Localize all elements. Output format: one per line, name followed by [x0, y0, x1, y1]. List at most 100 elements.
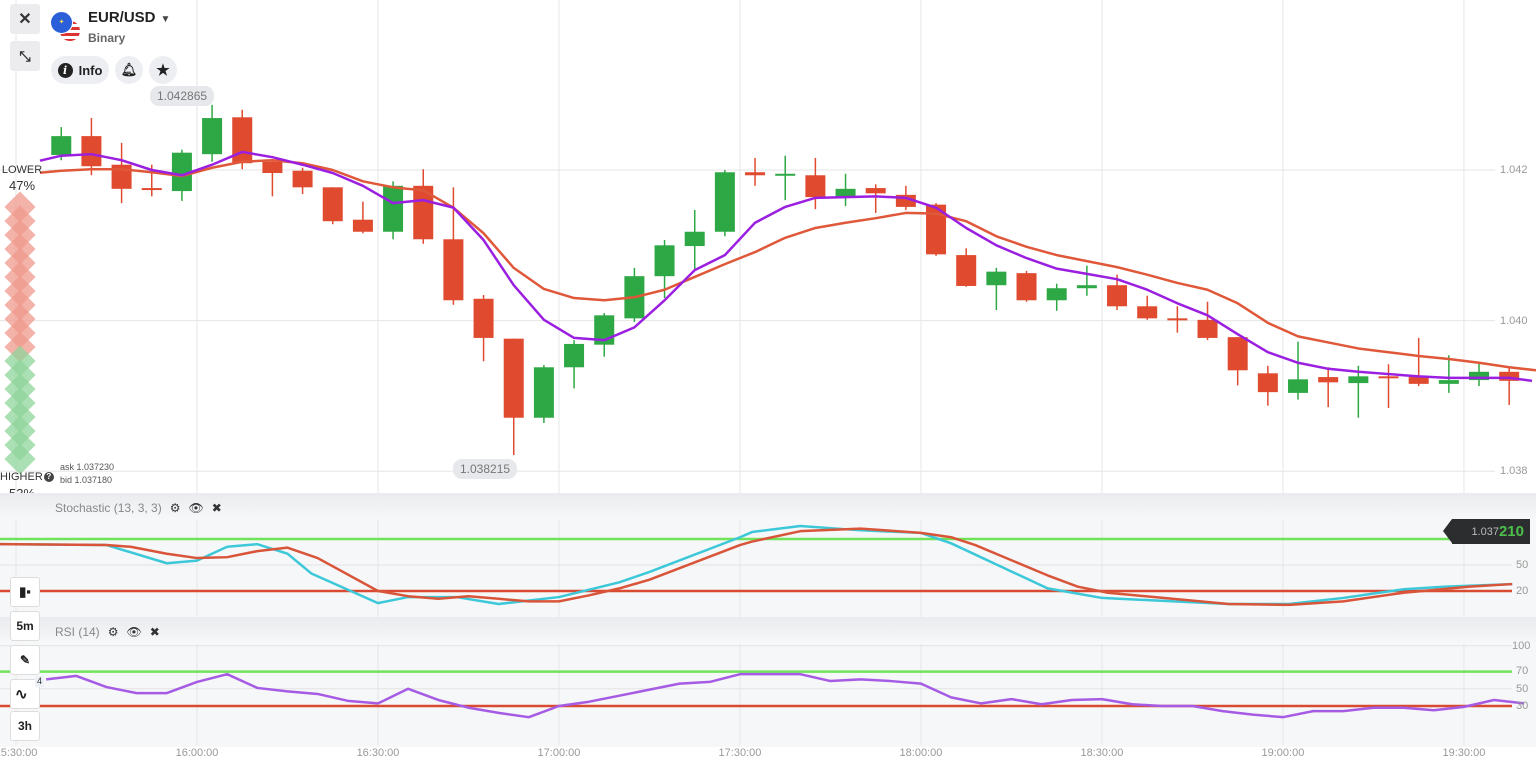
candle-up: [986, 271, 1007, 286]
stochastic-tick: 20: [1516, 585, 1529, 597]
candle-up: [202, 118, 223, 155]
rsi-title-bar: RSI (14) ⚙ 👁︎ ✖: [55, 625, 160, 639]
candle-up: [684, 231, 705, 247]
candle-up: [171, 152, 192, 192]
candle-up: [51, 136, 72, 155]
indicator-wave-icon: ∿: [15, 686, 28, 703]
drawing-tools-button[interactable]: ✎: [10, 645, 40, 675]
candle-down: [1378, 376, 1399, 379]
current-price-tag: 1.037 210: [1443, 519, 1530, 544]
close-icon[interactable]: ✖: [149, 625, 160, 639]
candle-up: [835, 188, 856, 198]
lower-label: LOWER: [1, 164, 43, 176]
time-range-button[interactable]: 3h: [10, 711, 40, 741]
bid-price: bid 1.037180: [60, 475, 113, 485]
time-tick: 18:00:00: [899, 747, 943, 759]
candle-down: [413, 185, 434, 240]
rsi-tick: 70: [1516, 665, 1529, 677]
info-icon: i: [57, 62, 73, 78]
candle-down: [1016, 273, 1037, 301]
candle-up: [533, 367, 554, 418]
candle-down: [232, 117, 253, 164]
eye-icon[interactable]: 👁︎: [188, 501, 204, 515]
candle-up: [1076, 285, 1097, 289]
candle-down: [926, 204, 947, 255]
candle-up: [1348, 376, 1369, 384]
info-button[interactable]: i Info: [51, 56, 109, 84]
time-tick: 18:30:00: [1080, 747, 1124, 759]
candle-down: [292, 170, 313, 188]
candle-down: [1227, 337, 1248, 371]
candle-up: [564, 343, 585, 368]
time-tick: 19:30:00: [1442, 747, 1486, 759]
candle-up: [1469, 371, 1490, 381]
candle-down: [1257, 373, 1278, 393]
help-icon[interactable]: ?: [43, 472, 54, 482]
asset-name: EUR/USD: [88, 9, 156, 26]
candle-down: [1107, 285, 1128, 307]
candle-down: [473, 298, 494, 338]
stochastic-tick: 50: [1516, 559, 1529, 571]
candle-down: [1499, 371, 1520, 381]
candle-down: [81, 136, 102, 167]
close-icon[interactable]: ✖: [211, 501, 222, 515]
timeframe-button[interactable]: 5m: [10, 611, 40, 641]
favorite-button[interactable]: ★: [149, 56, 177, 84]
eur-usd-flag-icon: ✦: [50, 11, 82, 43]
candle-down: [322, 187, 343, 222]
rsi-tick: 100: [1512, 640, 1531, 652]
current-price-suffix: 210: [1498, 523, 1524, 540]
pencil-icon: ✎: [19, 653, 31, 667]
asset-selector[interactable]: EUR/USD ▼: [88, 9, 170, 26]
time-tick: 19:00:00: [1261, 747, 1305, 759]
candle-up: [1288, 379, 1309, 393]
candle-down: [352, 219, 373, 232]
stochastic-title: Stochastic (13, 3, 3): [55, 501, 162, 515]
higher-label: HIGHER: [0, 471, 43, 483]
asset-type: Binary: [88, 31, 126, 45]
candle-down: [262, 161, 283, 174]
candle-down: [865, 188, 886, 194]
rsi-tick: 50: [1516, 683, 1529, 695]
candle-down: [1167, 318, 1188, 321]
higher-label-wrap: HIGHER?: [0, 471, 58, 484]
candle-down: [443, 239, 464, 301]
chevron-down-icon: ▼: [160, 14, 171, 25]
time-tick: 16:30:00: [356, 747, 400, 759]
gear-icon[interactable]: ⚙: [169, 501, 181, 515]
gear-icon[interactable]: ⚙: [107, 625, 119, 639]
rsi-tick: 30: [1516, 700, 1529, 712]
candle-down: [956, 255, 977, 286]
candle-up: [1046, 288, 1067, 301]
candle-down: [805, 175, 826, 198]
minimize-icon: ⤡: [19, 47, 31, 64]
close-button[interactable]: ✕: [10, 4, 40, 34]
time-tick: 15:30:00: [0, 747, 38, 759]
alerts-button[interactable]: 🔔︎: [115, 56, 143, 84]
price-tick: 1.038: [1500, 465, 1528, 477]
slow-moving-average-line: [39, 158, 1536, 372]
stochastic-panel-header: [0, 493, 1536, 520]
price-tick: 1.042: [1500, 164, 1528, 176]
time-tick: 17:30:00: [718, 747, 762, 759]
rsi-title: RSI (14): [55, 625, 100, 639]
candle-up: [383, 185, 404, 232]
stochastic-title-bar: Stochastic (13, 3, 3) ⚙ 👁︎ ✖: [55, 501, 222, 515]
candle-up: [775, 173, 796, 176]
candle-down: [1318, 377, 1339, 383]
candle-up: [714, 172, 735, 232]
rsi-panel-header: [0, 617, 1536, 644]
current-price-prefix: 1.037: [1471, 525, 1499, 538]
price-tick: 1.040: [1500, 315, 1528, 327]
eye-icon[interactable]: 👁︎: [126, 625, 142, 639]
close-icon: ✕: [18, 11, 32, 28]
lower-percent: 47%: [8, 178, 36, 193]
rsi-line: [46, 672, 1525, 719]
chart-type-button[interactable]: ▮▪: [10, 577, 40, 607]
candlestick-icon: ▮▪: [19, 584, 31, 599]
indicator-count-badge: 4: [35, 676, 45, 687]
minimize-button[interactable]: ⤡: [10, 41, 40, 71]
time-tick: 17:00:00: [537, 747, 581, 759]
session-high-label: 1.042865: [150, 86, 215, 106]
